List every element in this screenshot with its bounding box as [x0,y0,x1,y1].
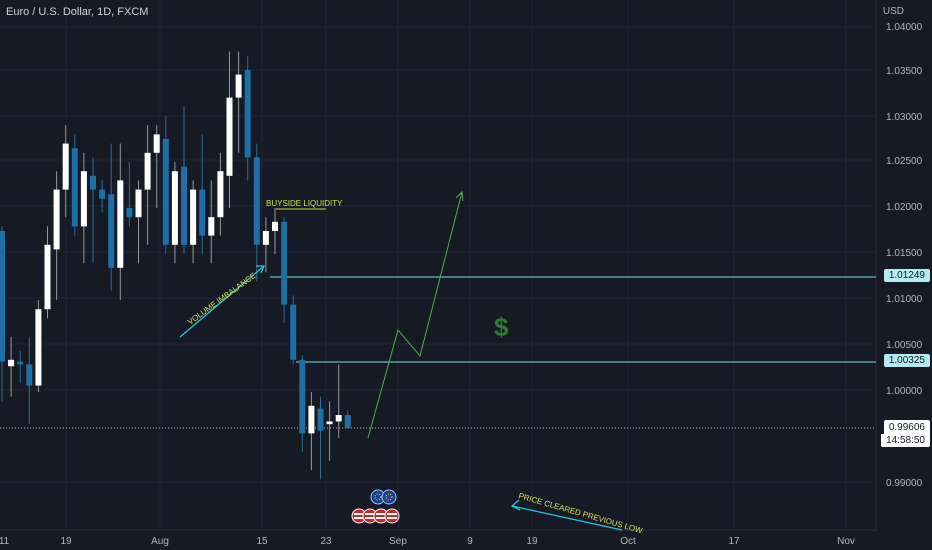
candle-body[interactable] [171,171,178,245]
candle-body[interactable] [299,359,306,434]
time-tick: Aug [151,536,169,547]
volume-label[interactable]: VOLUME IMBALANCE [186,271,258,327]
volume-arrow[interactable] [179,265,265,338]
candle-body[interactable] [181,166,187,245]
candle-body[interactable] [290,304,297,360]
candle-body[interactable] [262,231,269,245]
candle-body[interactable] [44,244,51,310]
projection-arrowhead [455,190,464,202]
candle-body[interactable] [144,152,151,190]
candle-body[interactable] [99,189,106,199]
event-icons[interactable] [351,489,400,524]
countdown-tag: 14:58:50 [881,434,930,447]
candle-body[interactable] [344,415,351,428]
time-tick: 15 [256,536,268,547]
price-tick: 1.04000 [886,22,923,33]
price-tick: 1.01000 [886,294,923,305]
price-tick: 1.02000 [886,202,923,213]
cleared-label[interactable]: PRICE CLEARED PREVIOUS LOW [517,491,643,535]
candle-body[interactable] [326,421,333,425]
candle-body[interactable] [53,189,60,250]
candle-body[interactable] [62,143,69,190]
time-tick: 11 [0,536,10,547]
last-price-tag[interactable]: 0.99606 [883,420,930,435]
time-tick: 23 [320,536,332,547]
candle-body[interactable] [208,217,215,236]
candle-body[interactable] [153,134,160,153]
candle-body[interactable] [135,189,142,218]
candle-body[interactable] [335,415,342,422]
candle-body[interactable] [108,194,115,268]
time-tick: Oct [620,536,636,547]
candle-body[interactable] [162,139,169,245]
candle-body[interactable] [8,359,15,367]
candle-body[interactable] [281,221,288,305]
price-tick: 1.00000 [886,386,923,397]
price-tick: 0.99000 [886,478,923,489]
eu-flag-icon[interactable] [381,489,397,505]
candle-body[interactable] [126,208,133,218]
time-tick: 17 [728,536,740,547]
price-tick: 1.03500 [886,66,923,77]
candle-body[interactable] [71,148,78,227]
symbol-title[interactable]: Euro / U.S. Dollar, 1D, FXCM [6,6,149,18]
candle-body[interactable] [199,189,206,236]
candles[interactable] [0,51,351,480]
candle-body[interactable] [317,408,324,431]
us-flag-icon[interactable] [351,508,367,524]
candle-body[interactable] [80,171,87,227]
time-tick: 9 [467,536,473,547]
candle-body[interactable] [272,221,278,231]
level-price-tag[interactable]: 1.00325 [883,354,930,367]
candle-body[interactable] [190,189,197,245]
candle-body[interactable] [117,180,124,268]
candle-body[interactable] [17,361,24,365]
candle-body[interactable] [26,364,33,386]
time-tick: 19 [60,536,72,547]
level-price-tag[interactable]: 1.01249 [883,269,930,282]
candle-body[interactable] [244,70,251,158]
price-tick: 1.01500 [886,248,923,259]
volume-arrowhead [256,265,265,274]
candle-body[interactable] [217,171,224,218]
candle-body[interactable] [226,97,233,176]
price-tick: 1.02500 [886,156,923,167]
price-axis[interactable]: 1.04000 1.03500 1.03000 1.02500 1.02000 … [886,22,923,489]
candle-body[interactable] [253,157,260,245]
candle-body[interactable] [90,175,96,190]
time-tick: Sep [389,536,407,547]
buyside-label[interactable]: BUYSIDE LIQUIDITY [266,199,343,208]
time-tick: 19 [526,536,538,547]
candle-body[interactable] [308,405,315,434]
price-tick: 1.03000 [886,112,923,123]
time-tick: Nov [837,536,855,547]
candle-body[interactable] [0,231,5,362]
candle-body[interactable] [235,74,242,98]
eu-flag-icon[interactable] [370,489,386,505]
dollar-icon[interactable]: $ [494,312,509,342]
us-flag-icon[interactable] [384,508,400,524]
cleared-arrow[interactable] [511,505,623,531]
time-axis[interactable]: 11 19 Aug 15 23 Sep 9 19 Oct 17 Nov [0,536,855,547]
candle-body[interactable] [35,309,42,386]
currency-label: USD [882,6,904,17]
price-tick: 1.00500 [886,340,923,351]
cleared-arrowhead [510,499,521,511]
grid [0,0,876,530]
projection-path[interactable] [367,191,463,439]
